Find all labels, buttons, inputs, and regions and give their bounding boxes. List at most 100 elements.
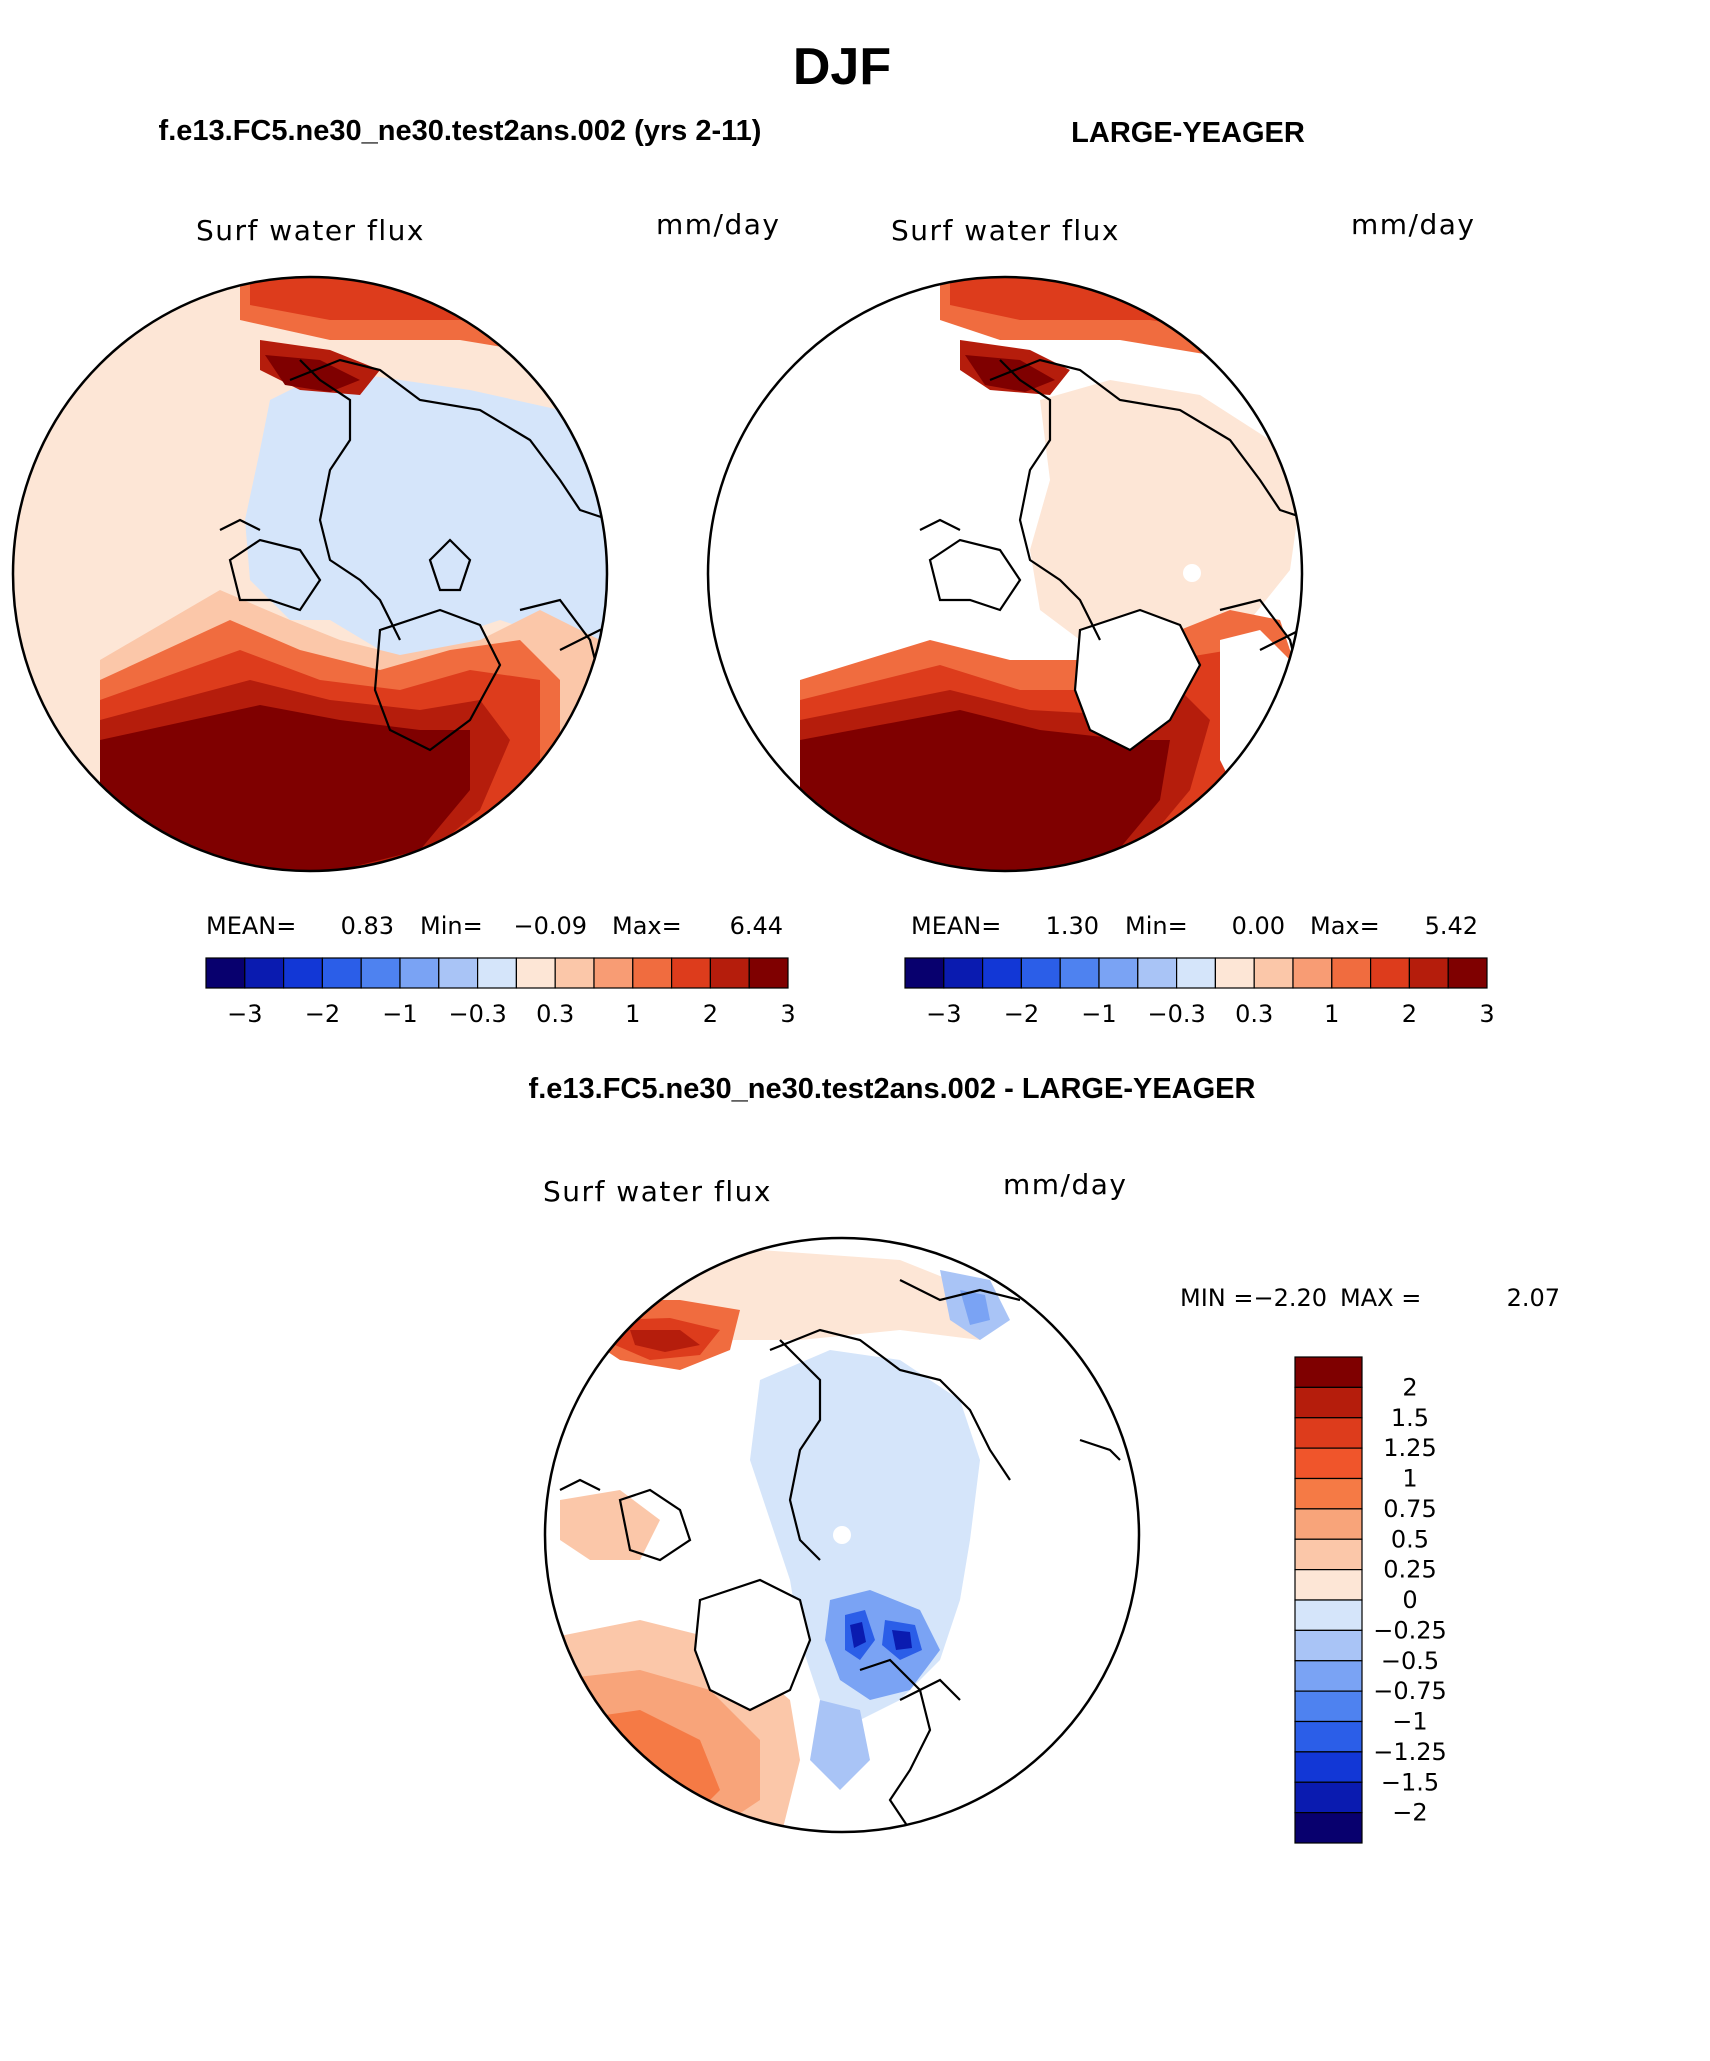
panel-a-colorbar-swatch <box>593 957 634 989</box>
panel-c-colorbar-tick-label: −1.25 <box>1373 1738 1447 1766</box>
panel-c-colorbar-swatch <box>1294 1417 1363 1449</box>
panel-a-colorbar-tick-label: 2 <box>703 1000 718 1028</box>
panel-c-colorbar-swatch <box>1294 1386 1363 1419</box>
panel-c-variable-label: Surf water flux <box>543 1175 772 1208</box>
panel-a-colorbar-tick-label: 1 <box>625 1000 640 1028</box>
panel-a-variable-label: Surf water flux <box>196 214 425 247</box>
panel-a-colorbar-tick-label: 0.3 <box>536 1000 574 1028</box>
panel-c-max-label: MAX = <box>1340 1284 1421 1312</box>
panel-b-colorbar-swatch <box>1214 957 1255 989</box>
panel-a-colorbar-swatch <box>515 957 556 989</box>
panel-b-min-label: Min= <box>1125 912 1188 940</box>
panel-c-colorbar-swatch <box>1294 1356 1363 1388</box>
panel-a-colorbar-swatch <box>438 957 479 989</box>
panel-c-min-value: −2.20 <box>1253 1284 1327 1312</box>
panel-c-colorbar-swatch <box>1294 1629 1363 1662</box>
panel-b-colorbar-swatch <box>904 957 945 989</box>
panel-b-colorbar-swatch <box>981 957 1022 989</box>
panel-a-min-value: −0.09 <box>513 912 587 940</box>
panel-b-colorbar-swatch <box>943 957 984 989</box>
panel-c-units-label: mm/day <box>1003 1168 1128 1201</box>
panel-c-colorbar-swatch <box>1294 1538 1363 1571</box>
panel-b-arctic-ocean <box>1030 380 1300 650</box>
panel-a-colorbar-swatch <box>709 957 750 989</box>
panel-b-colorbar-swatch <box>1020 957 1061 989</box>
panel-a-colorbar: −3 −2 −1 −0.3 0.3 1 2 3 <box>205 957 796 1028</box>
panel-b-colorbar-swatch <box>1408 957 1449 989</box>
panel-a-colorbar-swatch <box>360 957 401 989</box>
panel-b-colorbar-swatch <box>1447 957 1488 989</box>
panel-c-colorbar-tick-label: −1.5 <box>1381 1768 1439 1796</box>
panel-c-colorbar-swatch <box>1294 1508 1363 1540</box>
panel-c-colorbar-swatch <box>1294 1720 1363 1753</box>
panel-a-units-label: mm/day <box>656 208 781 241</box>
panel-c-colorbar-swatch <box>1294 1781 1363 1814</box>
panel-c-colorbar-tick-label: 0.25 <box>1383 1556 1436 1584</box>
panel-c-colorbar-swatch <box>1294 1599 1363 1631</box>
panel-c-colorbar-swatch <box>1294 1477 1363 1510</box>
panel-b-colorbar-swatch <box>1292 957 1333 989</box>
panel-b-mean-label: MEAN= <box>911 912 1001 940</box>
panel-b-colorbar-swatch <box>1331 957 1372 989</box>
panel-c-colorbar-swatch <box>1294 1751 1363 1783</box>
panel-b-units-label: mm/day <box>1351 208 1476 241</box>
panel-c-colorbar-tick-label: 0 <box>1402 1586 1417 1614</box>
panel-c-colorbar-tick-label: −0.75 <box>1373 1677 1447 1705</box>
panel-a-map <box>11 275 609 873</box>
panel-c-colorbar-swatch <box>1294 1569 1363 1601</box>
panel-c-colorbar-tick-label: −0.5 <box>1381 1647 1439 1675</box>
panel-b-min-value: 0.00 <box>1232 912 1285 940</box>
panel-a-stats: MEAN= 0.83 Min= −0.09 Max= 6.44 <box>206 912 783 940</box>
panel-b-colorbar-tick-label: 1 <box>1324 1000 1339 1028</box>
panel-a-colorbar-swatch <box>283 957 324 989</box>
panel-c-colorbar-swatch <box>1294 1690 1363 1723</box>
panel-a-colorbar-swatch <box>244 957 285 989</box>
panel-a-max-label: Max= <box>612 912 682 940</box>
panel-b-mean-value: 1.30 <box>1046 912 1099 940</box>
panel-c-colorbar-tick-label: 1.25 <box>1383 1434 1436 1462</box>
panel-b-max-value: 5.42 <box>1425 912 1478 940</box>
panel-b-colorbar-swatch <box>1098 957 1139 989</box>
panel-c-colorbar-tick-label: −2 <box>1392 1799 1427 1827</box>
panel-c-colorbar-swatch <box>1294 1447 1363 1480</box>
panel-b-map <box>706 275 1304 873</box>
panel-c-colorbar-tick-label: −1 <box>1392 1708 1427 1736</box>
panel-b-header: LARGE-YEAGER <box>1071 117 1305 149</box>
panel-b-colorbar-swatch <box>1137 957 1178 989</box>
panel-b-max-label: Max= <box>1310 912 1380 940</box>
panel-c-colorbar-tick-label: 1 <box>1402 1465 1417 1493</box>
panel-a-colorbar-tick-label: −2 <box>305 1000 340 1028</box>
panel-a-colorbar-tick-label: −1 <box>382 1000 417 1028</box>
panel-a-mean-label: MEAN= <box>206 912 296 940</box>
panel-c-colorbar-tick-label: −0.25 <box>1373 1616 1447 1644</box>
panel-a-header: f.e13.FC5.ne30_ne30.test2ans.002 (yrs 2-… <box>159 115 762 147</box>
panel-a-colorbar-tick-label: 3 <box>780 1000 795 1028</box>
panel-c-min-label: MIN = <box>1180 1284 1253 1312</box>
panel-a-colorbar-swatch <box>670 957 711 989</box>
panel-b-variable-label: Surf water flux <box>891 214 1120 247</box>
panel-c-map <box>543 1236 1141 1834</box>
panel-a-max-value: 6.44 <box>730 912 783 940</box>
panel-c-colorbar-tick-label: 1.5 <box>1391 1404 1429 1432</box>
panel-c-colorbar-swatch <box>1294 1812 1363 1844</box>
panel-c-max-value: 2.07 <box>1507 1284 1560 1312</box>
panel-a-colorbar-swatch <box>632 957 673 989</box>
panel-b-colorbar-tick-label: 2 <box>1402 1000 1417 1028</box>
panel-b-colorbar-tick-label: −0.3 <box>1147 1000 1205 1028</box>
panel-a-arctic-ocean <box>245 370 607 660</box>
panel-b-stats: MEAN= 1.30 Min= 0.00 Max= 5.42 <box>911 912 1478 940</box>
panel-b-colorbar-swatch <box>1369 957 1410 989</box>
panel-a-mean-value: 0.83 <box>341 912 394 940</box>
panel-b-colorbar-tick-label: 0.3 <box>1235 1000 1273 1028</box>
panel-b-colorbar-tick-label: −3 <box>926 1000 961 1028</box>
panel-b-colorbar-tick-label: 3 <box>1479 1000 1494 1028</box>
panel-b-colorbar-swatch <box>1175 957 1216 989</box>
panel-a-min-label: Min= <box>420 912 483 940</box>
panel-a-colorbar-swatch <box>477 957 518 989</box>
panel-a-colorbar-tick-label: −0.3 <box>448 1000 506 1028</box>
panel-a-colorbar-swatch <box>748 957 789 989</box>
panel-b-colorbar-tick-label: −1 <box>1081 1000 1116 1028</box>
panel-a-colorbar-swatch <box>399 957 440 989</box>
panel-b-colorbar: −3 −2 −1 −0.3 0.3 1 2 3 <box>904 957 1495 1028</box>
